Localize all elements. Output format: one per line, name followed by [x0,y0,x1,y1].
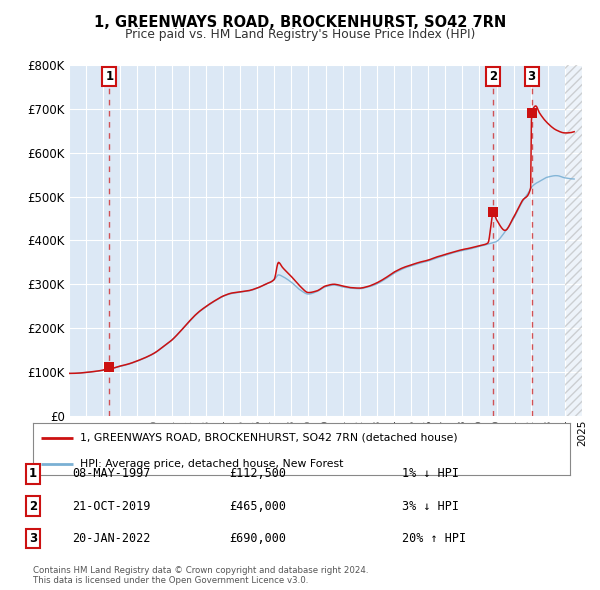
Text: Contains HM Land Registry data © Crown copyright and database right 2024.
This d: Contains HM Land Registry data © Crown c… [33,566,368,585]
Text: 3% ↓ HPI: 3% ↓ HPI [402,500,459,513]
Text: 1% ↓ HPI: 1% ↓ HPI [402,467,459,480]
Text: 1: 1 [105,70,113,83]
Text: 1: 1 [29,467,37,480]
Text: HPI: Average price, detached house, New Forest: HPI: Average price, detached house, New … [80,458,344,468]
Text: Price paid vs. HM Land Registry's House Price Index (HPI): Price paid vs. HM Land Registry's House … [125,28,475,41]
Text: 08-MAY-1997: 08-MAY-1997 [72,467,150,480]
Text: 2: 2 [489,70,497,83]
Text: £690,000: £690,000 [229,532,287,545]
Text: 20-JAN-2022: 20-JAN-2022 [72,532,150,545]
Bar [565,65,582,416]
Text: £112,500: £112,500 [229,467,287,480]
Text: 21-OCT-2019: 21-OCT-2019 [72,500,150,513]
Text: 1, GREENWAYS ROAD, BROCKENHURST, SO42 7RN (detached house): 1, GREENWAYS ROAD, BROCKENHURST, SO42 7R… [80,432,458,442]
Text: 20% ↑ HPI: 20% ↑ HPI [402,532,466,545]
Text: 2: 2 [29,500,37,513]
Text: 3: 3 [527,70,536,83]
Text: £465,000: £465,000 [229,500,287,513]
Text: 3: 3 [29,532,37,545]
Text: 1, GREENWAYS ROAD, BROCKENHURST, SO42 7RN: 1, GREENWAYS ROAD, BROCKENHURST, SO42 7R… [94,15,506,30]
